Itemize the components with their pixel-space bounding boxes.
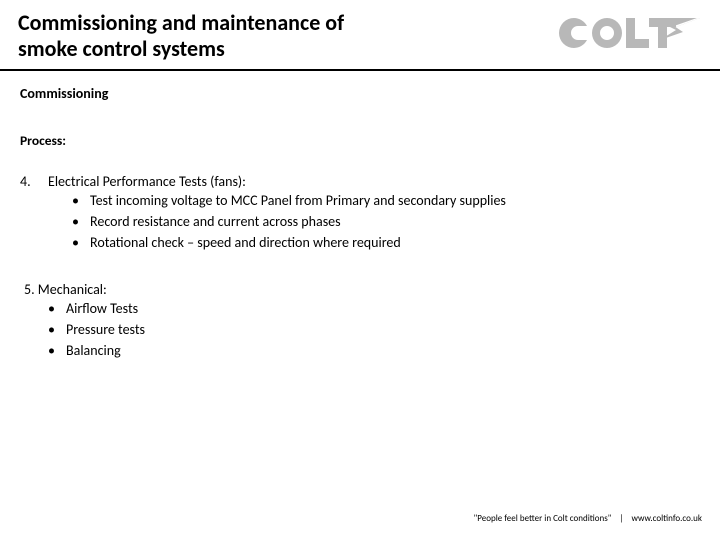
title-line-1: Commissioning and maintenance of <box>18 9 344 36</box>
process-item-4: 4. Electrical Performance Tests (fans): … <box>20 173 700 253</box>
bullet-item: Rotational check – speed and direction w… <box>68 232 700 253</box>
slide-footer: "People feel better in Colt conditions" … <box>474 513 702 524</box>
bullet-item: Airflow Tests <box>44 298 700 319</box>
item-heading: 5. Mechanical: <box>24 281 700 298</box>
bullet-item: Balancing <box>44 340 700 361</box>
slide-header: Commissioning and maintenance of smoke c… <box>0 0 720 71</box>
item-number: 4. <box>20 173 48 190</box>
bullet-item: Test incoming voltage to MCC Panel from … <box>68 190 700 211</box>
item-5-bullets: Airflow Tests Pressure tests Balancing <box>24 298 700 361</box>
item-4-bullets: Test incoming voltage to MCC Panel from … <box>20 190 700 253</box>
slide-content: Commissioning Process: 4. Electrical Per… <box>0 71 720 361</box>
process-item-5: 5. Mechanical: Airflow Tests Pressure te… <box>20 281 700 361</box>
bullet-item: Record resistance and current across pha… <box>68 211 700 232</box>
process-label: Process: <box>20 132 700 149</box>
footer-divider: | <box>619 513 623 524</box>
slide-title: Commissioning and maintenance of smoke c… <box>18 10 448 63</box>
item-heading: Electrical Performance Tests (fans): <box>48 173 246 190</box>
footer-tagline: "People feel better in Colt conditions" <box>474 513 612 524</box>
footer-url: www.coltinfo.co.uk <box>632 513 702 524</box>
colt-logo <box>556 14 700 57</box>
section-label: Commissioning <box>20 85 700 102</box>
title-line-2: smoke control systems <box>18 35 225 62</box>
bullet-item: Pressure tests <box>44 319 700 340</box>
